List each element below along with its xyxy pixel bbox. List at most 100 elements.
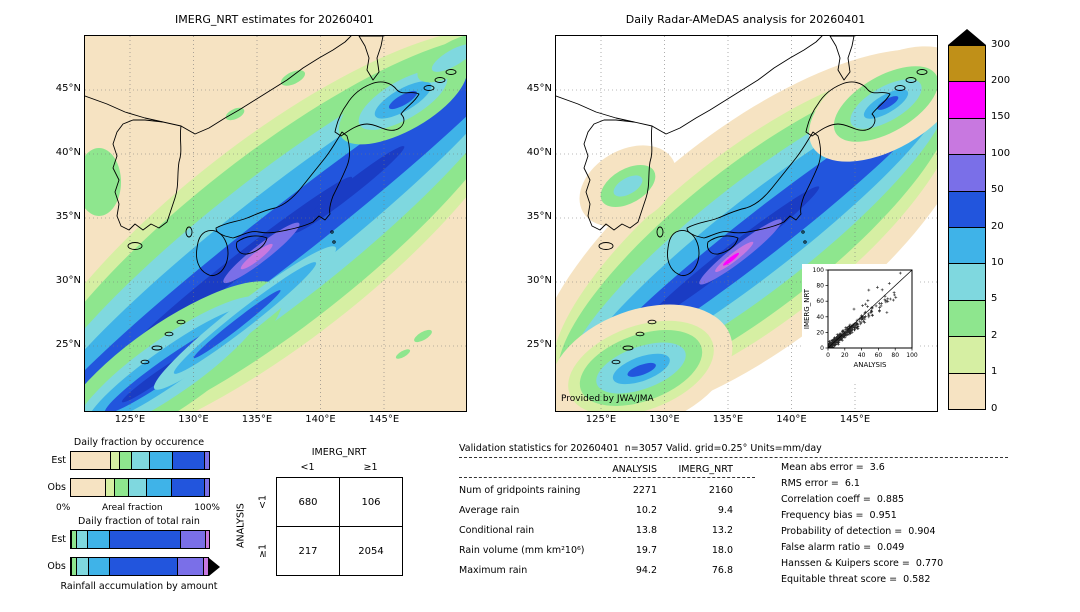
svg-text:80: 80 (816, 283, 824, 290)
validation-header-row: ANALYSIS IMERG_NRT (459, 460, 733, 480)
svg-text:40: 40 (858, 352, 866, 359)
colorbar-tick-label: 2 (991, 329, 998, 341)
score-line: RMS error = 6.1 (781, 478, 860, 489)
lat-tick-label: 40°N (55, 147, 81, 158)
lon-tick-label: 135°E (241, 414, 273, 425)
bar-row-label: Est (51, 455, 66, 466)
svg-text:20: 20 (816, 329, 824, 336)
contingency-row-label: ≥1 (257, 543, 269, 558)
contingency-row-title: ANALYSIS (235, 503, 247, 549)
bar-row-label: Est (51, 534, 66, 545)
score-line: False alarm ratio = 0.049 (781, 542, 905, 553)
svg-text:100: 100 (813, 267, 825, 274)
contingency-cell: 2054 (340, 527, 403, 576)
bar-segment (205, 479, 209, 496)
lat-tick-label: 35°N (55, 211, 81, 222)
colorbar-segment (949, 154, 985, 191)
validation-imerg-value: 18.0 (711, 545, 733, 556)
bar-segment (132, 452, 151, 469)
score-line: Mean abs error = 3.6 (781, 462, 885, 473)
colorbar-tick-label: 200 (991, 74, 1011, 86)
bar-segment (87, 531, 110, 548)
lon-tick-label: 140°E (776, 414, 807, 425)
left-precip-field (85, 36, 466, 411)
colorbar-segment (949, 190, 985, 228)
colorbar (948, 45, 986, 410)
validation-row-label: Num of gridpoints raining (459, 485, 581, 496)
colorbar-segment (949, 263, 985, 300)
occurrence-chart-title: Daily fraction by occurence (73, 437, 205, 448)
validation-col-header: ANALYSIS (612, 464, 657, 475)
divider-line (459, 477, 755, 478)
svg-text:60: 60 (816, 298, 824, 305)
validation-imerg-value: 9.4 (717, 505, 733, 516)
divider-line (459, 457, 1008, 458)
left-map: 45°N 40°N 35°N 30°N 25°N 125°E 130°E 135°E 140°E… (56, 35, 467, 425)
total-rain-chart-caption: Rainfall accumulation by amount (60, 581, 218, 592)
bar-segment (206, 531, 209, 548)
contingency-col-title: IMERG_NRT (311, 447, 367, 458)
stacked-bar (70, 451, 210, 470)
bar-segment (70, 558, 73, 575)
lon-tick-label: 145°E (839, 414, 871, 425)
validation-imerg-value: 13.2 (711, 525, 733, 536)
bar-segment (171, 479, 206, 496)
svg-text:0: 0 (820, 345, 824, 352)
colorbar-segment (949, 81, 985, 118)
colorbar-tick-label: 5 (991, 293, 998, 305)
colorbar-segment (949, 372, 985, 410)
bar-row-label: Obs (47, 561, 66, 572)
svg-text:100: 100 (906, 352, 918, 359)
colorbar-tick-label: 0 (991, 402, 998, 414)
validation-table: Num of gridpoints raining 2271 2160 Average… (459, 481, 733, 581)
bar-segment (111, 452, 120, 469)
colorbar-overflow-triangle (948, 29, 986, 45)
colorbar-segment (949, 117, 985, 155)
bar-segment (89, 558, 110, 575)
score-line: Correlation coeff = 0.885 (781, 494, 905, 505)
inset-ylabel: IMERG_NRT (803, 288, 811, 329)
bar-row-label: Obs (47, 482, 66, 493)
score-line: Equitable threat score = 0.582 (781, 574, 931, 585)
colorbar-tick-label: 20 (991, 220, 1004, 232)
contingency-col-label: <1 (300, 462, 315, 473)
contingency-col-label: ≥1 (363, 462, 378, 473)
areal-fraction-axis: 0% Areal fraction 100% (56, 503, 220, 513)
colorbar-tick-label: 100 (991, 147, 1011, 159)
bar-segment (71, 479, 107, 496)
lon-tick-label: 135°E (712, 414, 744, 425)
total-rain-chart: Est Obs (40, 530, 220, 584)
colorbar-tick-label: 10 (991, 256, 1004, 268)
bar-segment (181, 531, 207, 548)
svg-text:0: 0 (826, 352, 830, 359)
score-line: Frequency bias = 0.951 (781, 510, 897, 521)
colorbar-tick-label: 1 (991, 366, 998, 378)
svg-text:80: 80 (891, 352, 899, 359)
bar-segment (72, 558, 77, 575)
bar-segment (71, 531, 73, 548)
validation-row-label: Maximum rain (459, 565, 528, 576)
left-map-canvas (85, 36, 466, 411)
colorbar-tick-label: 300 (991, 38, 1011, 50)
bar-segment (119, 452, 133, 469)
bar-segment (150, 452, 174, 469)
right-map: 0 0 20 20 40 40 60 60 80 80 100 100 ANALYSIS IMERG_NR… (527, 35, 938, 425)
validation-analysis-value: 13.8 (635, 525, 657, 536)
validation-analysis-value: 94.2 (635, 565, 657, 576)
svg-text:40: 40 (816, 314, 824, 321)
bar-row: Est (40, 530, 220, 549)
lat-tick-label: 30°N (526, 275, 552, 286)
lat-tick-label: 35°N (526, 211, 552, 222)
bar-segment (76, 531, 88, 548)
axis-hundred-label: 100% (194, 503, 220, 513)
bar-segment (147, 479, 172, 496)
bar-row: Obs (40, 557, 220, 576)
validation-analysis-value: 10.2 (635, 505, 657, 516)
colorbar-segment (949, 227, 985, 264)
validation-imerg-value: 2160 (708, 485, 733, 496)
contingency-row-label: <1 (257, 494, 269, 509)
total-rain-chart-title: Daily fraction of total rain (78, 516, 200, 527)
validation-analysis-value: 19.7 (635, 545, 657, 556)
axis-title: Areal fraction (101, 503, 163, 513)
